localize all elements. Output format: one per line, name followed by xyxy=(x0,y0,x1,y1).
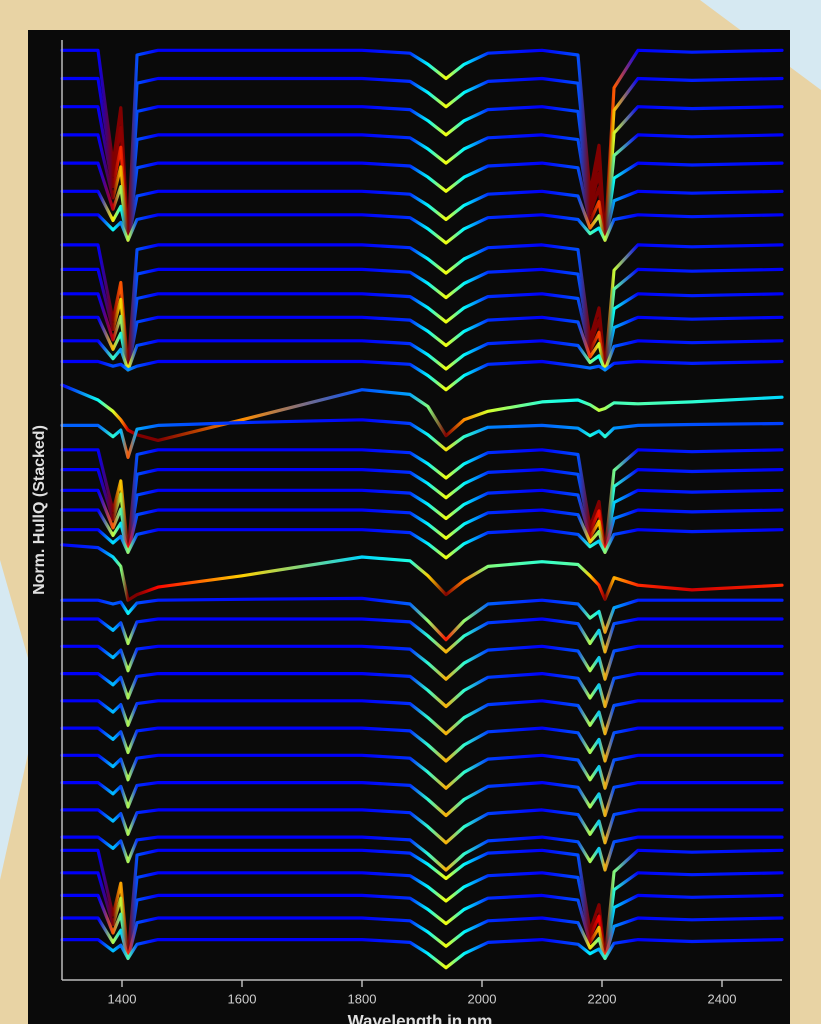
x-axis-label: Wavelength in nm xyxy=(348,1011,493,1024)
spectrum-line xyxy=(60,835,784,872)
spectrum-line xyxy=(60,726,784,763)
spectrum-line xyxy=(60,938,784,970)
x-tick-label: 1600 xyxy=(228,991,257,1006)
spectrum-line xyxy=(60,359,784,392)
spectrum-line xyxy=(60,916,784,960)
spectrum-line xyxy=(60,699,784,736)
x-tick-label: 2400 xyxy=(708,991,737,1006)
spectrum-line xyxy=(60,418,784,459)
spectrum-line xyxy=(60,543,784,602)
spectrum-line xyxy=(60,644,784,681)
spectrum-line xyxy=(60,315,784,372)
corner-decoration xyxy=(0,560,40,880)
spectra xyxy=(60,48,784,970)
spectrum-line xyxy=(60,339,784,372)
spectrum-line xyxy=(60,781,784,818)
spectrum-line xyxy=(60,596,784,642)
spectrum-line xyxy=(60,508,784,554)
x-tick-label: 1400 xyxy=(108,991,137,1006)
x-tick-label: 1800 xyxy=(348,991,377,1006)
x-tick-label: 2200 xyxy=(588,991,617,1006)
x-tick-label: 2000 xyxy=(468,991,497,1006)
spectrum-line xyxy=(60,617,784,654)
spectrum-line xyxy=(60,808,784,845)
spectrum-line xyxy=(60,753,784,790)
spectrum-line xyxy=(60,672,784,709)
spectrum-line xyxy=(60,213,784,245)
spectrum-line xyxy=(60,189,784,242)
spectrum-line xyxy=(60,528,784,560)
spectrum-line xyxy=(60,383,784,442)
y-axis-label: Norm. HullQ (Stacked) xyxy=(31,425,48,595)
